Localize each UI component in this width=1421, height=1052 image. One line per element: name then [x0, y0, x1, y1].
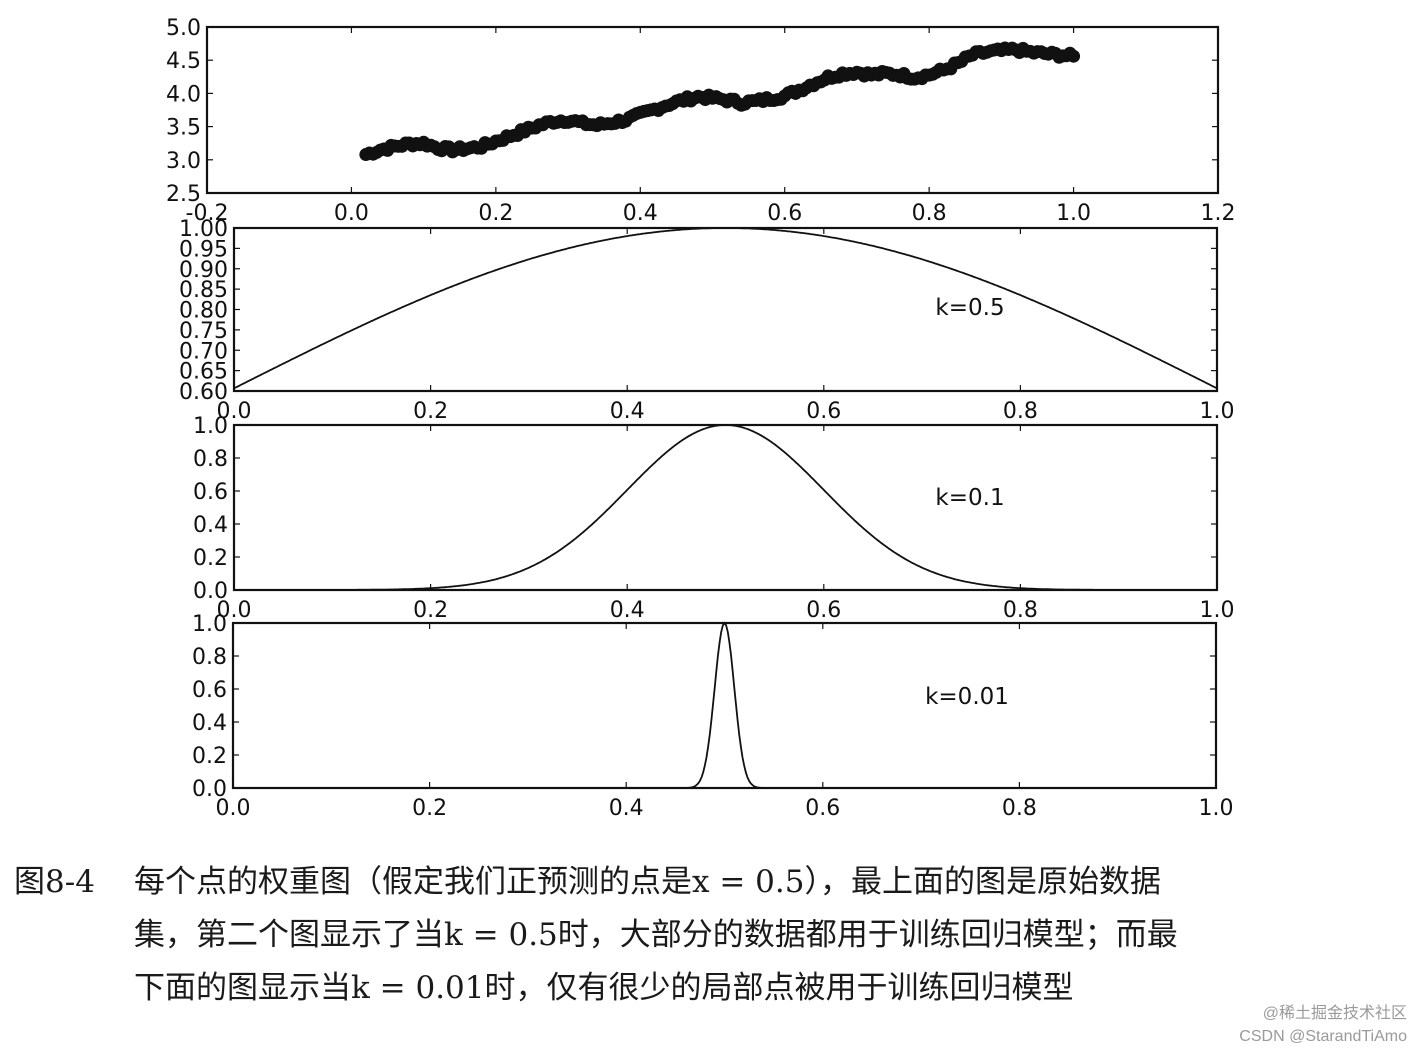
caption-line-3: 下面的图显示当k = 0.01时，仅有很少的局部点被用于训练回归模型 — [134, 970, 1074, 1006]
x-tick-label: 1.0 — [1056, 201, 1091, 226]
y-tick-label: 0.85 — [179, 278, 228, 303]
x-tick-label: 0.8 — [1003, 598, 1038, 623]
y-tick-label: 3.5 — [166, 116, 201, 141]
x-tick-label: 0.2 — [413, 598, 448, 623]
k-annotation: k=0.01 — [925, 684, 1009, 710]
x-tick-label: 0.0 — [334, 201, 369, 226]
x-tick-label: 1.2 — [1201, 201, 1236, 226]
y-tick-label: 0.6 — [192, 678, 227, 703]
x-tick-label: 0.8 — [1003, 399, 1038, 424]
y-tick-label: 1.0 — [193, 414, 228, 439]
axes-frame — [232, 423, 1219, 592]
y-tick-label: 0.80 — [179, 299, 228, 324]
watermark-juejin: @稀土掘金技术社区 — [1262, 1005, 1407, 1022]
x-tick-label: 1.0 — [1200, 598, 1235, 623]
x-tick-label: 0.0 — [216, 796, 251, 821]
x-tick-label: 0.6 — [805, 796, 840, 821]
y-tick-label: 0.0 — [193, 579, 228, 604]
y-tick-label: 4.5 — [166, 49, 201, 74]
y-tick-label: 0.65 — [179, 360, 228, 385]
x-tick-label: 0.4 — [609, 796, 644, 821]
data-point — [1067, 49, 1081, 63]
y-tick-label: 1.0 — [192, 612, 227, 637]
y-tick-label: 0.4 — [192, 711, 227, 736]
axes-frame — [232, 226, 1219, 393]
y-tick-label: 5.0 — [166, 16, 201, 41]
y-tick-label: 3.0 — [166, 149, 201, 174]
weight-panel-k-0-5: 0.0 0.2 0.4 0.6 0.8 1.00.600.650.700.750.800.… — [179, 217, 1234, 424]
y-tick-label: 0.2 — [192, 744, 227, 769]
x-tick-label: 0.6 — [767, 201, 802, 226]
weight-panel-k-0-01: 0.0 0.2 0.4 0.6 0.8 1.0 0.0 0.2 0.4 0.6 0.8 1.0 k=0.… — [192, 612, 1234, 821]
x-tick-label: 0.8 — [912, 201, 947, 226]
watermark: @稀土掘金技术社区 CSDN @StarandTiAmo — [1239, 1002, 1407, 1048]
y-tick-label: 0.90 — [179, 258, 228, 283]
x-tick-label: 1.0 — [1199, 796, 1234, 821]
y-tick-label: 0.6 — [193, 480, 228, 505]
y-tick-label: 0.8 — [192, 645, 227, 670]
weight-curve — [233, 621, 1216, 789]
weight-curve — [233, 227, 1218, 390]
figure-label: 图8-4 — [14, 864, 95, 900]
x-tick-label: 0.4 — [623, 201, 658, 226]
x-tick-label: 0.4 — [610, 598, 645, 623]
x-tick-label: 0.6 — [806, 598, 841, 623]
x-tick-label: 1.0 — [1200, 399, 1235, 424]
x-tick-label: -0.2 — [186, 201, 229, 226]
y-tick-label: 0.2 — [193, 546, 228, 571]
y-tick-label: 0.75 — [179, 319, 228, 344]
x-tick-label: 0.0 — [217, 598, 252, 623]
watermark-csdn: CSDN @StarandTiAmo — [1239, 1028, 1407, 1045]
x-tick-label: 0.4 — [610, 399, 645, 424]
y-tick-label: 4.0 — [166, 82, 201, 107]
y-tick-label: 0.95 — [179, 237, 228, 262]
axes-frame — [231, 621, 1218, 790]
x-tick-label: 0.6 — [806, 399, 841, 424]
y-tick-label: 0.8 — [193, 447, 228, 472]
x-tick-label: 0.2 — [413, 399, 448, 424]
y-tick-label: 0.70 — [179, 339, 228, 364]
weight-curve — [234, 424, 1217, 591]
y-tick-label: 0.0 — [192, 777, 227, 802]
k-annotation: k=0.5 — [935, 295, 1004, 321]
figure-8-4: -0.2 0.0 0.2 0.4 0.6 0.8 1.0 1.2 2.5 3.0 3.5 4.0 4.5… — [166, 16, 1236, 821]
axes-frame — [205, 25, 1220, 195]
y-tick-label: 0.60 — [179, 380, 228, 405]
y-tick-label: 0.4 — [193, 513, 228, 538]
weight-panel-k-0-1: 0.0 0.2 0.4 0.6 0.8 1.0 0.0 0.2 0.4 0.6 0.8 1.0 k=0.… — [193, 414, 1235, 623]
caption-line-1: 每个点的权重图（假定我们正预测的点是x = 0.5），最上面的图是原始数据 — [134, 864, 1161, 900]
x-tick-label: 0.2 — [412, 796, 447, 821]
caption-line-2: 集，第二个图显示了当k = 0.5时，大部分的数据都用于训练回归模型；而最 — [134, 917, 1178, 953]
x-tick-label: 0.8 — [1002, 796, 1037, 821]
x-tick-label: 0.2 — [478, 201, 513, 226]
scatter-panel-raw-data: -0.2 0.0 0.2 0.4 0.6 0.8 1.0 1.2 2.5 3.0 3.5 4.0 4.5… — [166, 16, 1236, 226]
y-tick-label: 1.00 — [179, 217, 228, 242]
k-annotation: k=0.1 — [935, 485, 1004, 511]
x-tick-label: 0.0 — [217, 399, 252, 424]
y-tick-label: 2.5 — [166, 182, 201, 207]
